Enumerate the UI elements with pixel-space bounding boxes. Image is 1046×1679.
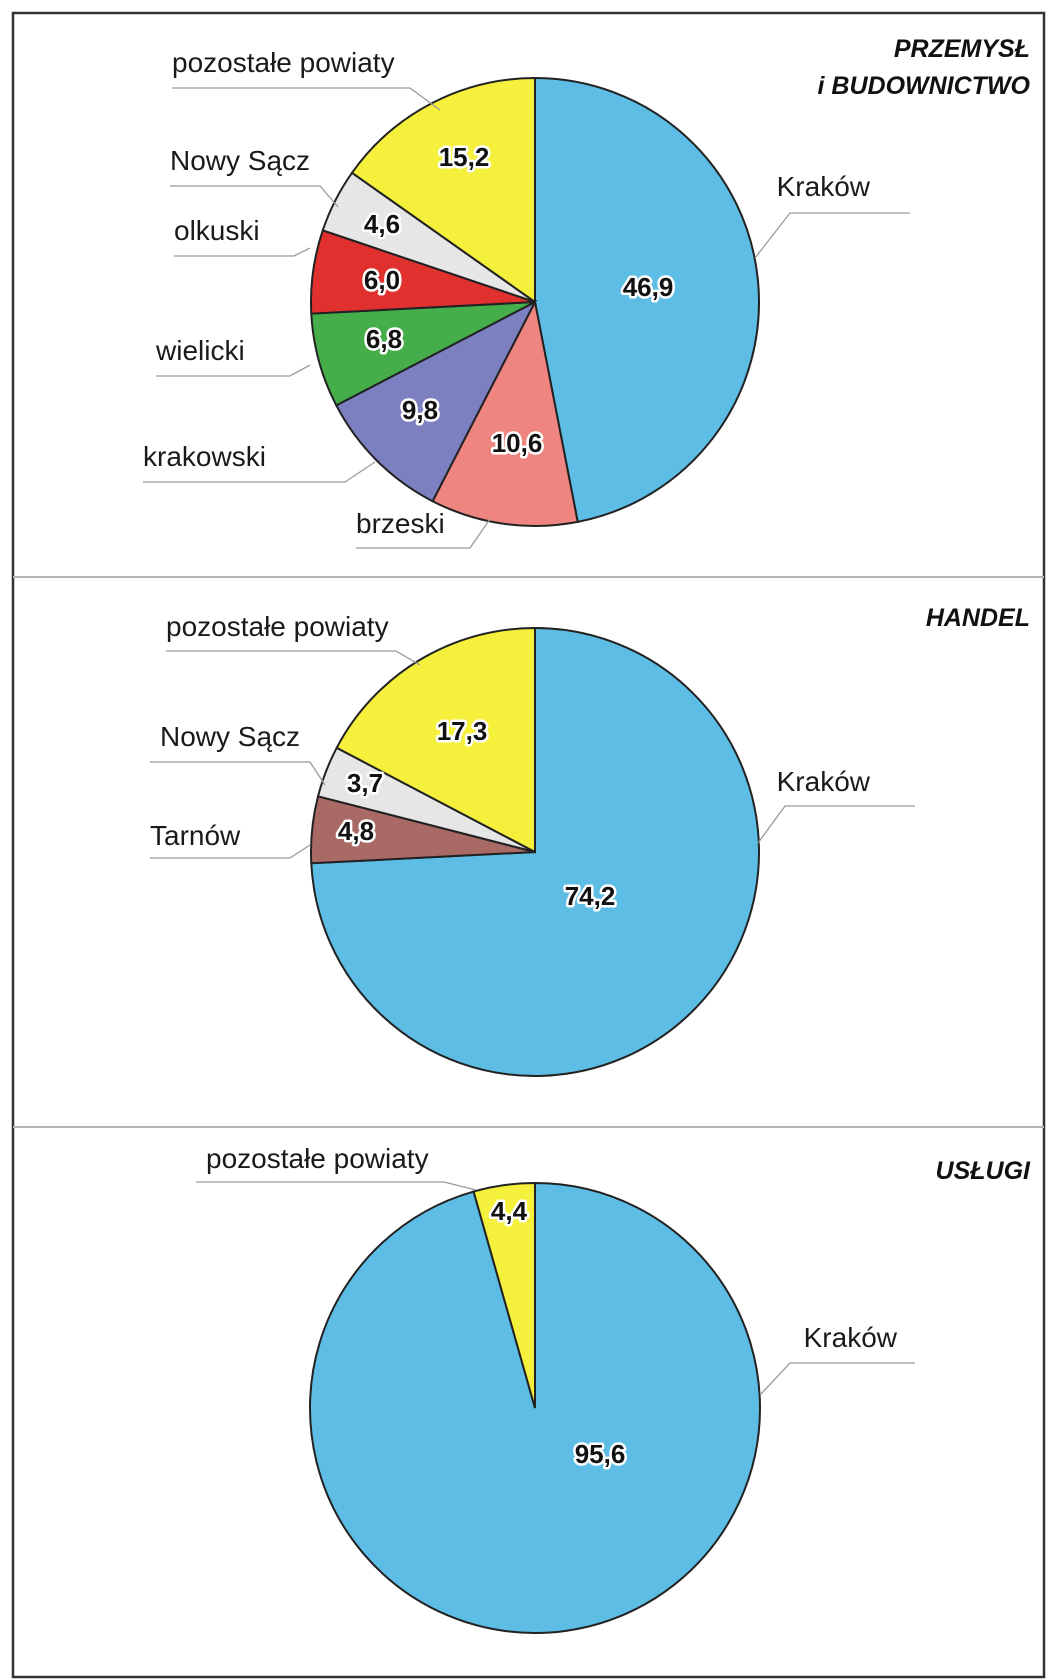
slice-label-nowy-sacz: Nowy Sącz — [160, 721, 300, 752]
chart-title: USŁUGI — [936, 1157, 1032, 1185]
slice-label-krakow: Kraków — [804, 1322, 898, 1353]
leader-line-pozostale-powiaty — [196, 1181, 477, 1191]
leader-line-olkuski — [174, 247, 311, 257]
leader-line-pozostale-powiaty — [166, 650, 421, 666]
pie-slice-krakowski — [334, 299, 538, 503]
slice-label-pozostale-powiaty: pozostałe powiaty — [166, 611, 389, 642]
value-label-nowy-sacz: 4,6 — [364, 209, 400, 239]
pie-slice-pozostale-powiaty — [472, 1181, 536, 1409]
leader-line-tarnow — [150, 844, 311, 859]
leader-line-krakowski — [143, 461, 376, 483]
slice-label-krakow: Kraków — [777, 766, 871, 797]
pie-slice-krakow — [534, 76, 760, 524]
value-label-nowy-sacz: 3,7 — [347, 768, 383, 798]
chart-title: i BUDOWNICTWO — [818, 72, 1031, 100]
value-label-tarnow: 4,8 — [338, 816, 374, 846]
slice-label-krakow: Kraków — [777, 171, 871, 202]
pie-slice-brzeski — [431, 298, 579, 527]
value-label-olkuski: 6,0 — [364, 265, 400, 295]
pie-chart-1: Kraków 46,9 brzeski 10,6 krakowski 9,8 wielick… — [143, 35, 1031, 549]
slice-label-pozostale-powiaty: pozostałe powiaty — [172, 47, 395, 78]
slice-label-wielicki: wielicki — [155, 335, 245, 366]
chart-title: HANDEL — [926, 604, 1030, 632]
leader-line-brzeski — [356, 518, 491, 549]
slice-label-olkuski: olkuski — [174, 215, 260, 246]
value-label-wielicki: 6,8 — [366, 324, 402, 354]
chart-title: PRZEMYSŁ — [894, 35, 1030, 63]
value-label-krakow: 46,9 — [623, 272, 674, 302]
leader-line-nowy-sacz — [170, 185, 339, 208]
pie-chart-3: Kraków 95,6 pozostałe powiaty 4,4 USŁUGI — [196, 1143, 1032, 1634]
value-label-krakowski: 9,8 — [402, 395, 438, 425]
slice-label-krakowski: krakowski — [143, 441, 266, 472]
leader-line-krakow — [757, 805, 915, 844]
slice-label-brzeski: brzeski — [356, 508, 445, 539]
value-label-pozostale-powiaty: 4,4 — [491, 1196, 528, 1226]
value-label-krakow: 95,6 — [575, 1439, 626, 1469]
slice-label-nowy-sacz: Nowy Sącz — [170, 145, 310, 176]
leader-line-krakow — [759, 1362, 915, 1396]
leader-line-krakow — [754, 212, 910, 259]
pie-chart-2: Kraków 74,2 Tarnów 4,8 Nowy Sącz 3,7 pozostałe… — [150, 604, 1030, 1077]
leader-line-nowy-sacz — [150, 761, 326, 786]
value-label-brzeski: 10,6 — [492, 428, 543, 458]
pie-slice-pozostale-powiaty — [335, 626, 536, 854]
leader-line-pozostale-powiaty — [172, 87, 441, 111]
value-label-pozostale-powiaty: 17,3 — [437, 716, 488, 746]
leader-line-wielicki — [156, 364, 311, 377]
pie-slice-pozostale-powiaty — [350, 76, 536, 304]
value-label-pozostale-powiaty: 15,2 — [439, 142, 490, 172]
value-label-krakow: 74,2 — [565, 881, 616, 911]
slice-label-tarnow: Tarnów — [150, 820, 241, 851]
slice-label-pozostale-powiaty: pozostałe powiaty — [206, 1143, 429, 1174]
